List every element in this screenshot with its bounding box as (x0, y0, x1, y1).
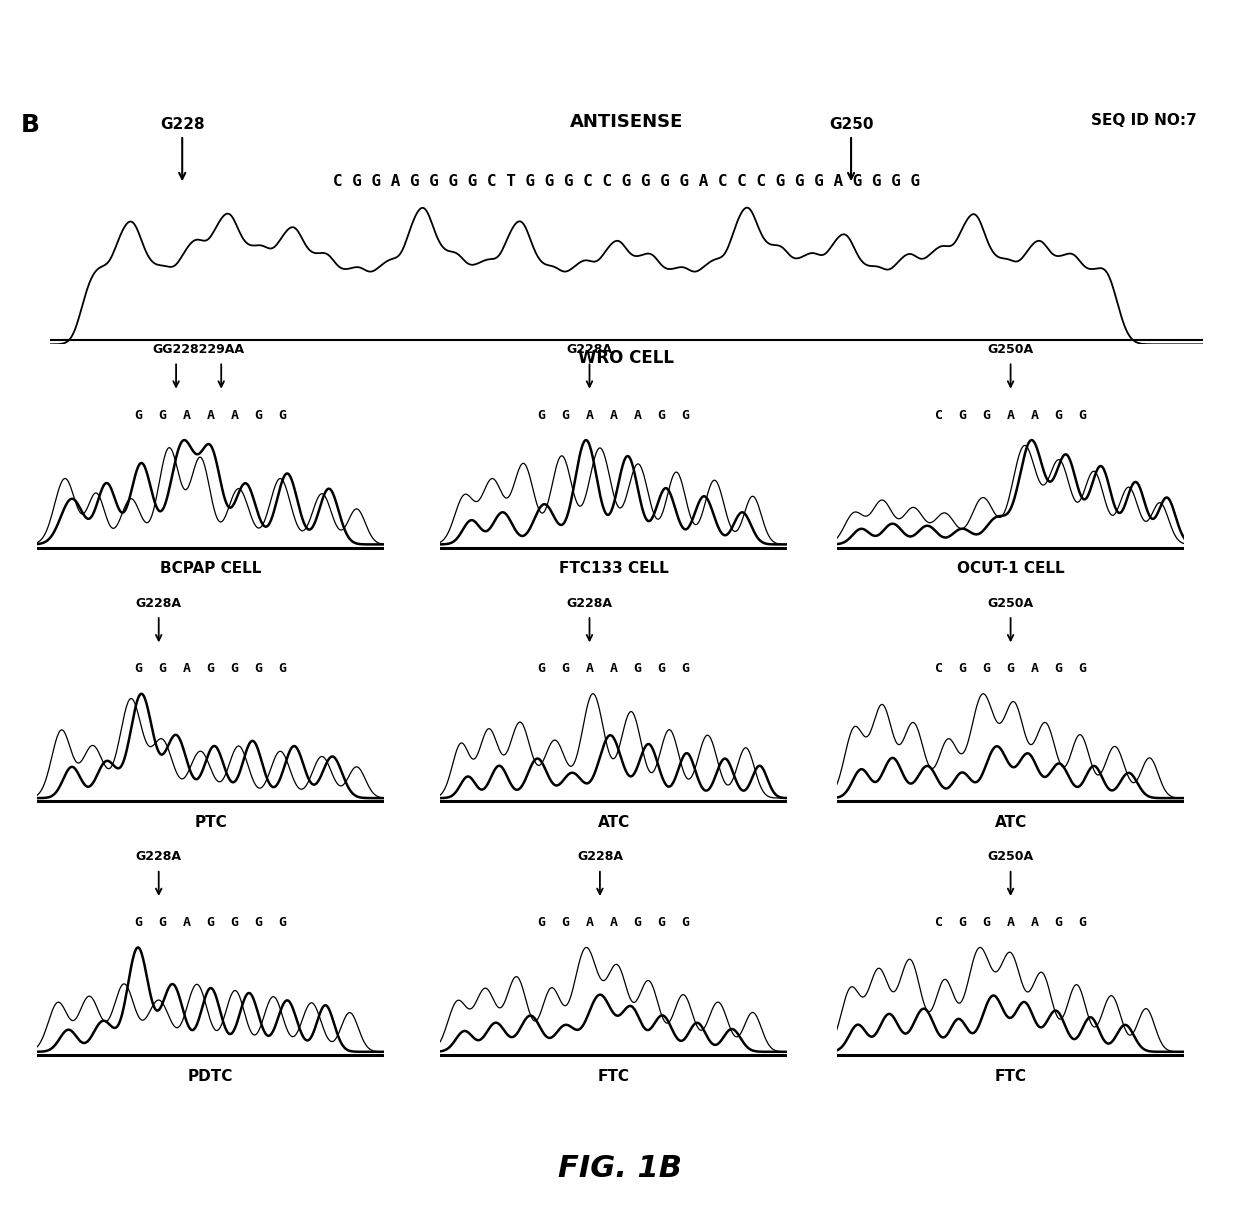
Text: GG228229AA: GG228229AA (153, 343, 244, 356)
Text: G228A: G228A (567, 343, 613, 356)
Text: PDTC: PDTC (188, 1069, 233, 1084)
Text: ATC: ATC (598, 815, 630, 830)
Text: C G G A G G G G C T G G G C C G G G G A C C C G G G A G G G G: C G G A G G G G C T G G G C C G G G G A … (332, 174, 920, 188)
Text: G250A: G250A (987, 597, 1034, 610)
Text: C  G  G  A  A  G  G: C G G A A G G (935, 916, 1086, 929)
Text: PTC: PTC (195, 815, 227, 830)
Text: SEQ ID NO:7: SEQ ID NO:7 (1091, 114, 1197, 128)
Text: BCPAP CELL: BCPAP CELL (160, 562, 262, 576)
Text: G228A: G228A (135, 850, 182, 864)
Text: ANTISENSE: ANTISENSE (569, 114, 683, 132)
Text: G  G  A  A  A  G  G: G G A A A G G (135, 408, 286, 422)
Text: C  G  G  A  A  G  G: C G G A A G G (935, 408, 1086, 422)
Text: G  G  A  A  G  G  G: G G A A G G G (538, 916, 689, 929)
Text: ATC: ATC (994, 815, 1027, 830)
Text: FTC: FTC (598, 1069, 630, 1084)
Text: B: B (21, 114, 40, 138)
Text: G228A: G228A (135, 597, 182, 610)
Text: FTC: FTC (994, 1069, 1027, 1084)
Text: WRO CELL: WRO CELL (578, 349, 675, 366)
Text: G  G  A  A  A  G  G: G G A A A G G (538, 408, 689, 422)
Text: G  G  A  G  G  G  G: G G A G G G G (135, 662, 286, 675)
Text: G250: G250 (828, 117, 873, 179)
Text: G228: G228 (160, 117, 205, 179)
Text: G228A: G228A (577, 850, 622, 864)
Text: G228A: G228A (567, 597, 613, 610)
Text: G  G  A  G  G  G  G: G G A G G G G (135, 916, 286, 929)
Text: G250A: G250A (987, 343, 1034, 356)
Text: G  G  A  A  G  G  G: G G A A G G G (538, 662, 689, 675)
Text: FIG. 1B: FIG. 1B (558, 1154, 682, 1184)
Text: OCUT-1 CELL: OCUT-1 CELL (957, 562, 1064, 576)
Text: C  G  G  G  A  G  G: C G G G A G G (935, 662, 1086, 675)
Text: FTC133 CELL: FTC133 CELL (559, 562, 668, 576)
Text: G250A: G250A (987, 850, 1034, 864)
